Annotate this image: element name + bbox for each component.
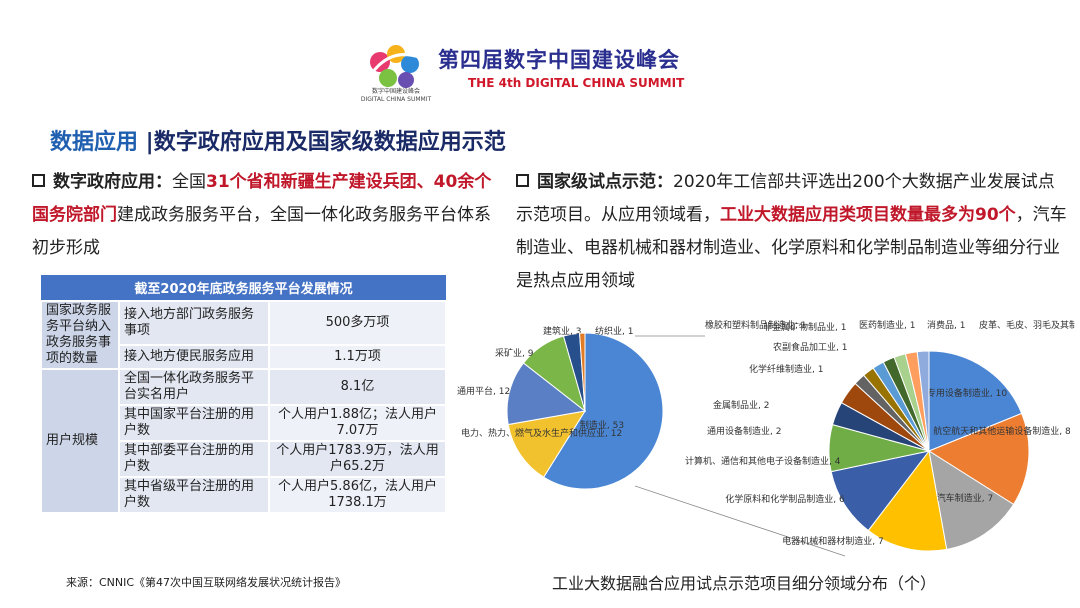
left-bullet-text2: 建成政务服务平台，全国一体化政务服务平台体系初步形成 xyxy=(32,205,491,258)
page-title-part1: 数据应用 xyxy=(50,130,139,155)
table-row: 接入地方便民服务应用 1.1万项 xyxy=(41,343,447,371)
table-row: 其中国家平台注册的用户数 个人用户1.88亿；法人用户7.07万 xyxy=(41,404,447,442)
pie-label: 纺织业, 1 xyxy=(595,325,633,337)
summit-title-en: THE 4th DIGITAL CHINA SUMMIT xyxy=(468,76,685,90)
table-item: 全国一体化政务服务平台实名用户 xyxy=(118,368,270,406)
table-row: 其中部委平台注册的用户数 个人用户1783.9万，法人用户65.2万 xyxy=(41,440,447,478)
pie-label: 通用设备制造业, 2 xyxy=(707,425,781,437)
pie-slice xyxy=(916,350,930,452)
table-value: 8.1亿 xyxy=(268,368,447,406)
left-bullet-highlight: 31个省和新疆生产建设兵团、40余个国务院部门 xyxy=(32,172,492,225)
table-item: 其中省级平台注册的用户数 xyxy=(118,476,270,514)
pie-label: 汽车制造业, 7 xyxy=(937,492,993,504)
pie-slice xyxy=(579,332,586,412)
pie-slice xyxy=(542,332,664,490)
table-group-label: 国家政务服务平台纳入政务服务事项的数量 xyxy=(40,300,120,370)
pie-label: 专用设备制造业, 10 xyxy=(927,387,1007,399)
gov-service-table: 截至2020年底政务服务平台发展情况 国家政务服务平台纳入政务服务事项的数量 接… xyxy=(40,275,447,514)
pie-label: 医药制造业, 1 xyxy=(859,319,915,331)
table-item: 其中部委平台注册的用户数 xyxy=(118,440,270,478)
table-item: 接入地方便民服务应用 xyxy=(118,343,270,371)
summit-logo xyxy=(368,45,423,88)
table-row: 国家政务服务平台纳入政务服务事项的数量 接入地方部门政务服务事项 500多万项 xyxy=(40,300,447,370)
pie-label: 非金属矿物制品业, 1 xyxy=(763,321,846,333)
pie-label: 制造业, 53 xyxy=(580,419,624,431)
table-value: 个人用户1783.9万，法人用户65.2万 xyxy=(268,440,447,478)
table-item: 其中国家平台注册的用户数 xyxy=(118,404,270,442)
table-value: 个人用户1.88亿；法人用户7.07万 xyxy=(268,404,447,442)
bullet-box-icon xyxy=(32,174,45,187)
pie-slice xyxy=(830,450,931,532)
table-value: 500多万项 xyxy=(268,300,447,346)
left-bullet-label: 数字政府应用： xyxy=(53,172,172,192)
pie-label: 电力、热力、燃气及水生产和供应业, 12 xyxy=(461,427,622,439)
pie-label: 通用平台, 12 xyxy=(457,385,510,397)
table-title: 截至2020年底政务服务平台发展情况 xyxy=(41,275,446,301)
table-row: 用户规模 全国一体化政务服务平台实名用户 8.1亿 xyxy=(40,368,447,514)
pie-label: 金属制品业, 2 xyxy=(713,399,769,411)
pie-slice xyxy=(928,449,1015,551)
pie-slice xyxy=(507,410,587,478)
pie-label: 化学原料和化学制品制造业, 6 xyxy=(725,493,845,505)
pie-slice xyxy=(927,412,1030,506)
table-group-label: 用户规模 xyxy=(40,368,120,514)
chart-caption: 工业大数据融合应用试点示范项目细分领域分布（个） xyxy=(552,574,937,593)
pie-slice xyxy=(928,350,1023,452)
right-bullet-highlight: 工业大数据应用类项目数量最多为90个 xyxy=(720,205,1016,225)
pie-label: 橡胶和塑料制品制造业, 1 xyxy=(705,319,806,331)
page-title-part2: |数字政府应用及国家级数据应用示范 xyxy=(138,130,506,155)
connector-line xyxy=(634,485,846,557)
page-title: 数据应用 |数字政府应用及国家级数据应用示范 xyxy=(50,124,506,156)
pie-label: 农副食品加工业, 1 xyxy=(773,341,847,353)
right-bullet-label: 国家级试点示范： xyxy=(537,172,673,192)
table-row: 其中省级平台注册的用户数 个人用户5.86亿，法人用户1738.1万 xyxy=(41,476,447,514)
summit-title-cn: 第四届数字中国建设峰会 xyxy=(438,48,680,72)
pie-label: 电器机械和器材制造业, 7 xyxy=(782,535,883,547)
pie-slice xyxy=(867,449,948,552)
right-bullet-text2: ，汽车制造业、电器机械和器材制造业、化学原料和化学制品制造业等细分行业是热点应用… xyxy=(516,205,1067,291)
pie-label: 化学纤维制造业, 1 xyxy=(749,363,823,375)
table-value: 个人用户5.86亿，法人用户1738.1万 xyxy=(268,476,447,514)
bullet-box-icon xyxy=(516,174,529,187)
right-bullet-text1: 2020年工信部共评选出200个大数据产业发展试点示范项目。从应用领域看， xyxy=(516,172,1055,225)
pie-slice xyxy=(506,362,587,426)
logo-subtext: 数字中国建设峰会 DIGITAL CHINA SUMMIT xyxy=(360,88,432,103)
pie-label: 建筑业, 3 xyxy=(543,325,581,337)
pie-label: 计算机、通信和其他电子设备制造业, 4 xyxy=(685,455,841,467)
left-bullet-text1: 全国 xyxy=(172,172,206,192)
table-value: 1.1万项 xyxy=(268,343,447,371)
right-bullet: 国家级试点示范：2020年工信部共评选出200个大数据产业发展试点示范项目。从应… xyxy=(516,166,1071,298)
pie-label: 采矿业, 9 xyxy=(495,347,534,359)
pie-label: 皮革、毛皮、羽毛及其制品和制鞋业, 1 xyxy=(979,319,1075,331)
left-bullet: 数字政府应用：全国31个省和新疆生产建设兵团、40余个国务院部门建成政务服务平台… xyxy=(32,166,492,265)
pie-label: 消费品, 1 xyxy=(927,319,965,331)
table-item: 接入地方部门政务服务事项 xyxy=(118,300,270,346)
source-note: 来源：CNNIC《第47次中国互联网络发展状况统计报告》 xyxy=(66,576,347,589)
